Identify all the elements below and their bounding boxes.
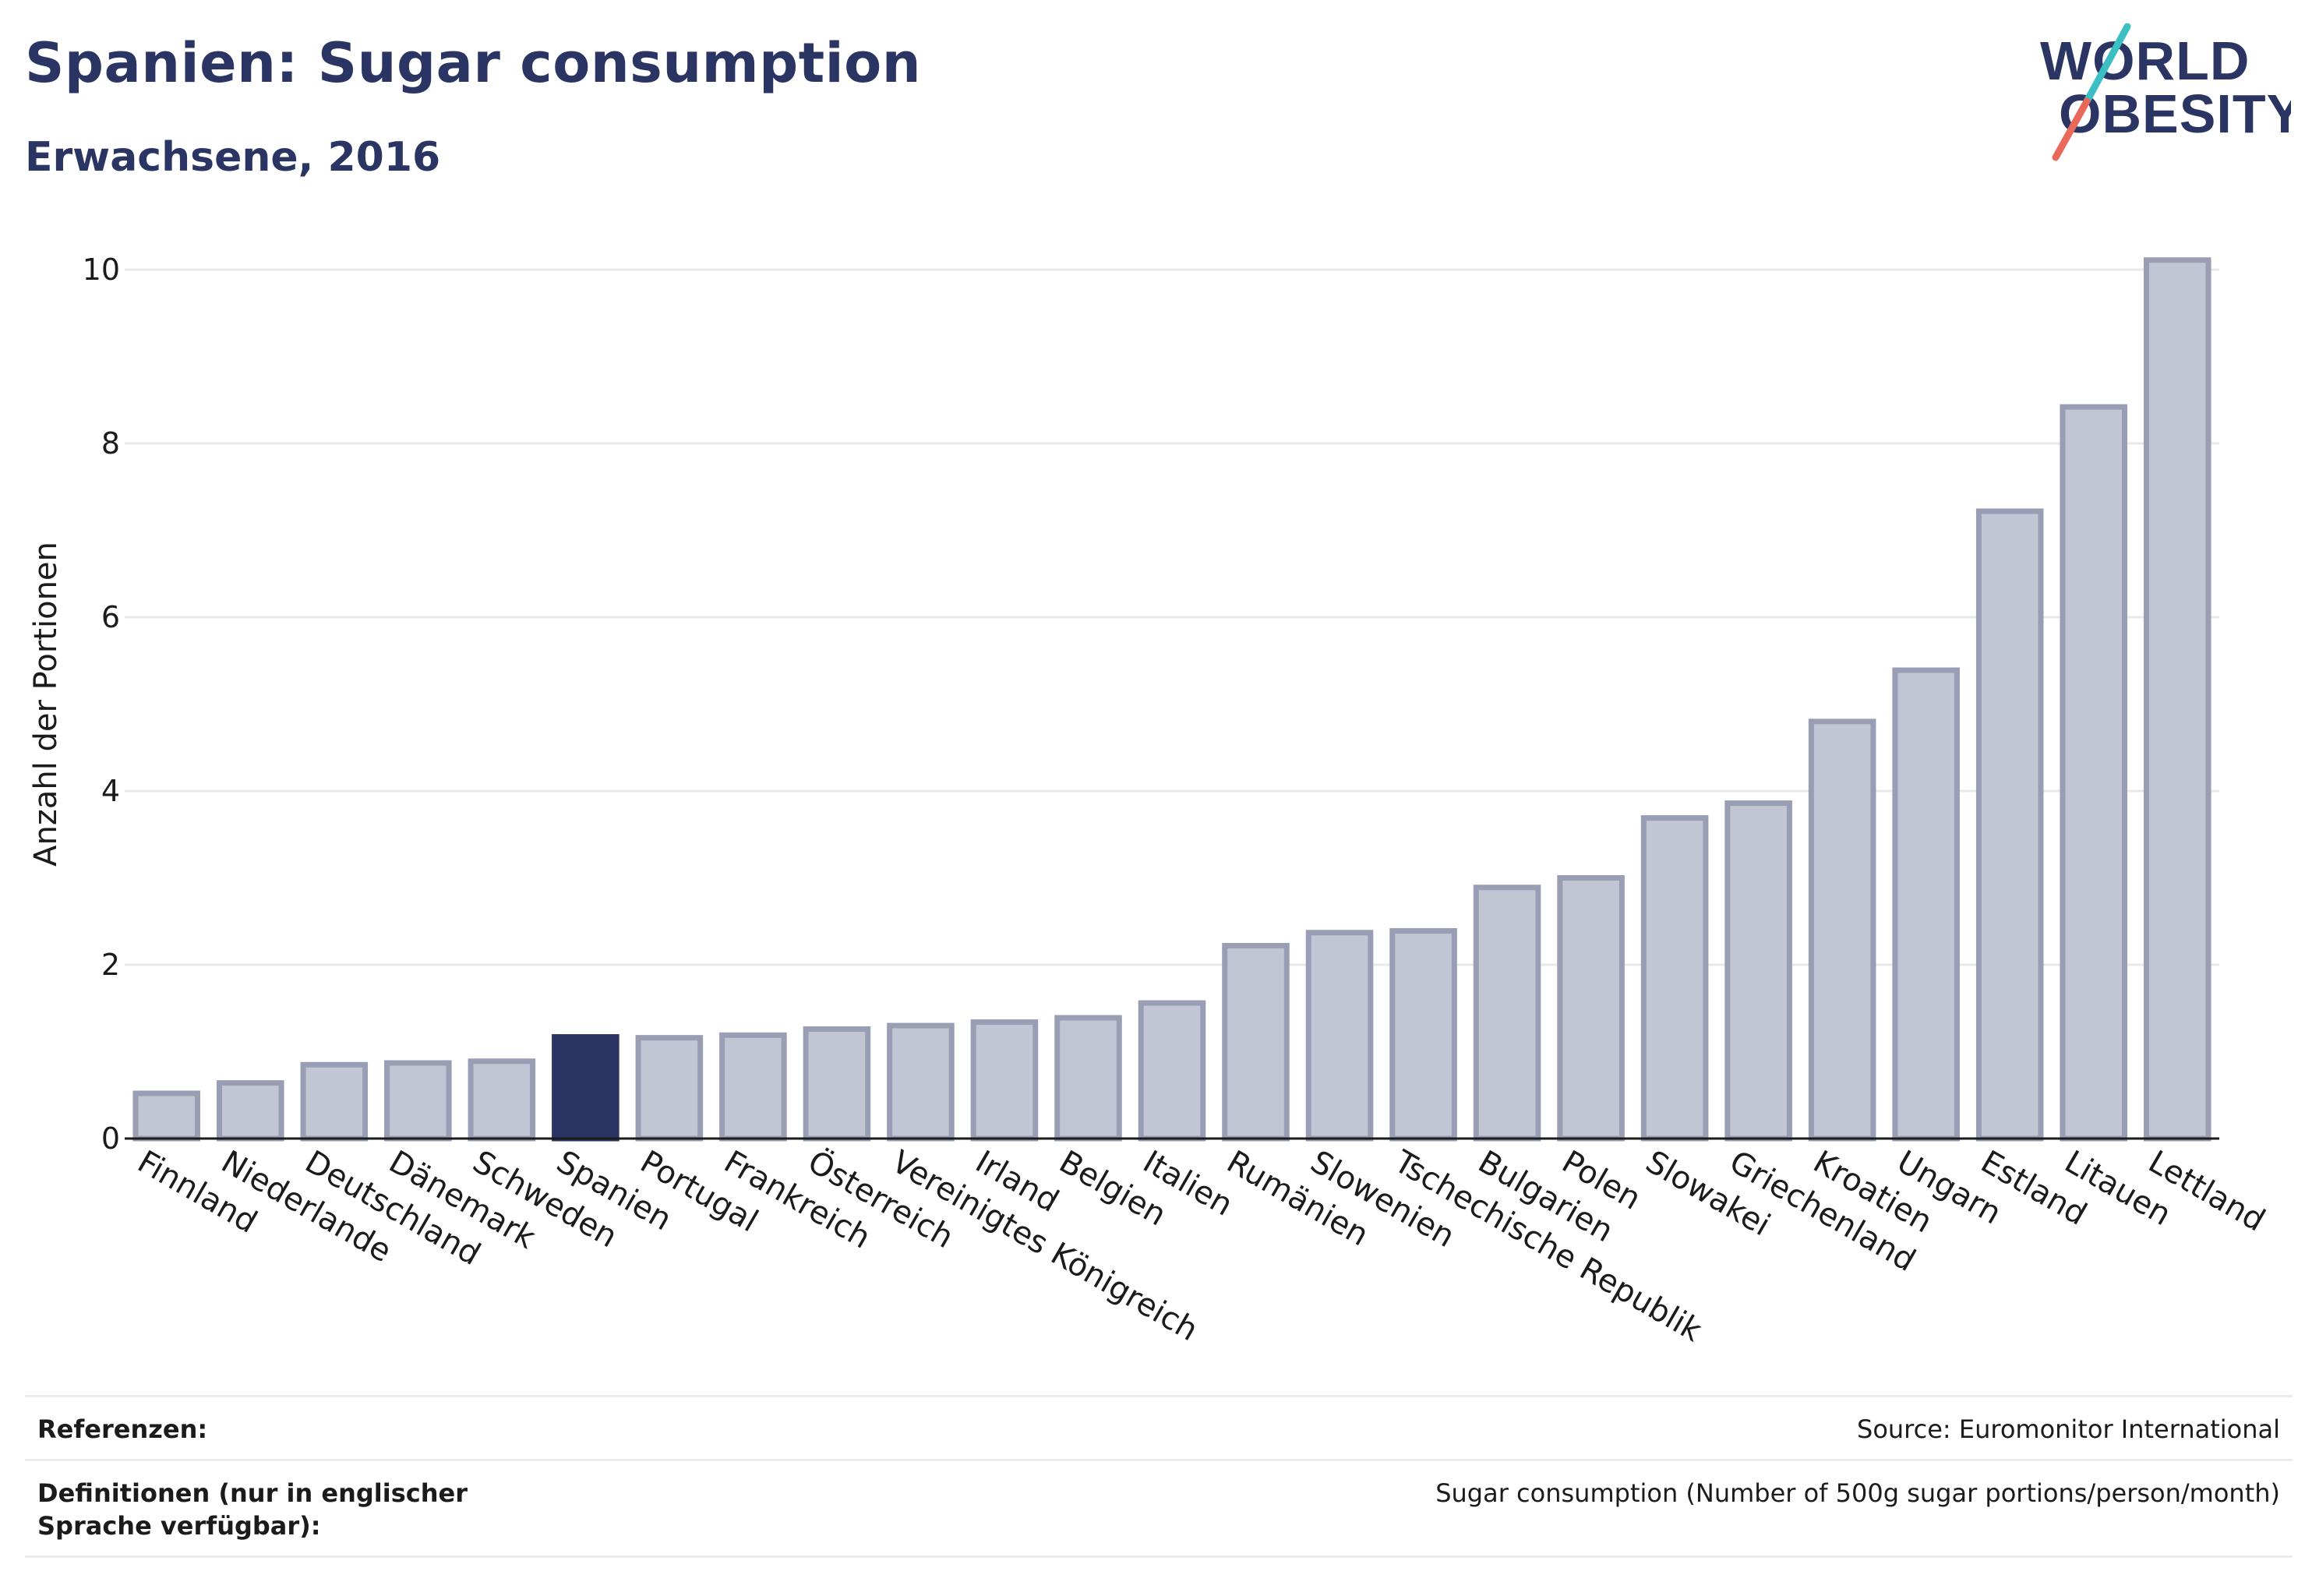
bar bbox=[1389, 928, 1457, 1142]
footer-references-row: Referenzen: Source: Euromonitor Internat… bbox=[25, 1395, 2293, 1461]
bar bbox=[803, 1026, 871, 1142]
bar bbox=[1724, 800, 1792, 1142]
bar bbox=[2060, 404, 2128, 1142]
bar bbox=[1640, 815, 1709, 1142]
bar bbox=[468, 1058, 536, 1142]
bar bbox=[1138, 1000, 1206, 1142]
bar bbox=[2143, 257, 2211, 1142]
y-tick-label: 8 bbox=[101, 426, 120, 461]
bar bbox=[216, 1080, 284, 1142]
logo-word-obesity: OBESITY bbox=[2059, 83, 2291, 144]
bar bbox=[132, 1090, 201, 1142]
y-tick-label: 6 bbox=[101, 600, 120, 634]
bar bbox=[887, 1022, 955, 1142]
references-label: Referenzen: bbox=[37, 1414, 208, 1444]
y-tick-label: 0 bbox=[101, 1121, 120, 1156]
bar bbox=[970, 1019, 1039, 1142]
bar bbox=[1305, 930, 1374, 1142]
logo-slash-bottom bbox=[2052, 97, 2091, 161]
logo-slash-top bbox=[2083, 23, 2131, 105]
bar bbox=[300, 1061, 369, 1142]
bar bbox=[1808, 719, 1876, 1142]
world-obesity-logo: WORLD OBESITY bbox=[2040, 23, 2291, 161]
y-tick-label: 2 bbox=[101, 948, 120, 982]
y-tick-label: 10 bbox=[83, 252, 120, 287]
bar bbox=[1054, 1015, 1122, 1142]
y-axis-label: Anzahl der Portionen bbox=[28, 542, 64, 867]
bar bbox=[1473, 885, 1541, 1142]
bar bbox=[384, 1060, 452, 1142]
y-tick-label: 4 bbox=[101, 774, 120, 808]
bar bbox=[1222, 942, 1290, 1142]
bar bbox=[719, 1032, 787, 1142]
references-value: Source: Euromonitor International bbox=[1857, 1414, 2280, 1444]
chart-title: Spanien: Sugar consumption bbox=[25, 31, 922, 95]
footer-bottom-border bbox=[25, 1555, 2293, 1558]
bar bbox=[552, 1034, 619, 1142]
footer-definitions-row: Definitionen (nur in englischer Sprache … bbox=[25, 1459, 2293, 1558]
chart-subtitle: Erwachsene, 2016 bbox=[25, 134, 441, 181]
bar bbox=[635, 1035, 704, 1142]
bar bbox=[1892, 667, 1960, 1142]
logo-word-world: WORLD bbox=[2040, 30, 2250, 91]
bar bbox=[1975, 508, 2044, 1142]
definitions-label: Definitionen (nur in englischer Sprache … bbox=[37, 1478, 468, 1541]
bar bbox=[1557, 875, 1625, 1142]
definitions-value: Sugar consumption (Number of 500g sugar … bbox=[1435, 1478, 2280, 1508]
